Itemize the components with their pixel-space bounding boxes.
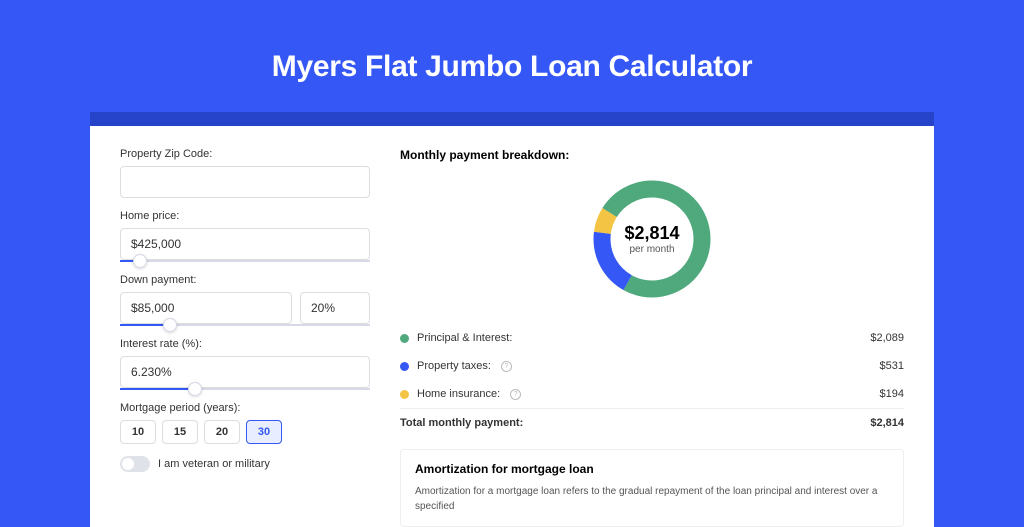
veteran-toggle[interactable] (120, 456, 150, 472)
home-price-group: Home price: (120, 210, 370, 262)
legend-value: $531 (880, 360, 904, 372)
down-payment-label: Down payment: (120, 274, 370, 286)
legend-label: Principal & Interest: (417, 332, 512, 344)
period-button-20[interactable]: 20 (204, 420, 240, 444)
donut-amount: $2,814 (624, 223, 679, 244)
zip-label: Property Zip Code: (120, 148, 370, 160)
legend-label: Home insurance: (417, 388, 500, 400)
interest-rate-group: Interest rate (%): (120, 338, 370, 390)
breakdown-column: Monthly payment breakdown: $2,814 per mo… (400, 148, 904, 527)
info-icon[interactable]: ? (510, 389, 521, 400)
zip-group: Property Zip Code: (120, 148, 370, 198)
home-price-label: Home price: (120, 210, 370, 222)
interest-rate-input[interactable] (120, 356, 370, 388)
period-button-15[interactable]: 15 (162, 420, 198, 444)
veteran-label: I am veteran or military (158, 458, 270, 470)
home-price-slider[interactable] (120, 260, 370, 262)
amortization-box: Amortization for mortgage loan Amortizat… (400, 449, 904, 527)
toggle-knob (122, 458, 134, 470)
amortization-text: Amortization for a mortgage loan refers … (415, 484, 889, 514)
legend-row: Property taxes:? $531 (400, 352, 904, 380)
legend-value: $2,089 (870, 332, 904, 344)
donut-sub: per month (629, 244, 674, 255)
info-icon[interactable]: ? (501, 361, 512, 372)
zip-input[interactable] (120, 166, 370, 198)
slider-handle[interactable] (188, 382, 202, 396)
period-button-10[interactable]: 10 (120, 420, 156, 444)
legend-dot (400, 362, 409, 371)
home-price-input[interactable] (120, 228, 370, 260)
down-payment-group: Down payment: (120, 274, 370, 326)
legend-row: Home insurance:? $194 (400, 380, 904, 408)
period-button-30[interactable]: 30 (246, 420, 282, 444)
inputs-column: Property Zip Code: Home price: Down paym… (120, 148, 370, 527)
slider-handle[interactable] (163, 318, 177, 332)
legend-value: $194 (880, 388, 904, 400)
period-group: Mortgage period (years): 10152030 (120, 402, 370, 444)
down-payment-slider[interactable] (120, 324, 370, 326)
legend-label: Property taxes: (417, 360, 491, 372)
down-payment-percent-input[interactable] (300, 292, 370, 324)
breakdown-title: Monthly payment breakdown: (400, 148, 904, 162)
down-payment-input[interactable] (120, 292, 292, 324)
total-label: Total monthly payment: (400, 417, 523, 429)
amortization-title: Amortization for mortgage loan (415, 462, 889, 476)
legend-dot (400, 334, 409, 343)
donut-chart: $2,814 per month (587, 174, 717, 304)
veteran-row: I am veteran or military (120, 456, 370, 472)
calculator-card: Property Zip Code: Home price: Down paym… (90, 126, 934, 527)
donut-wrap: $2,814 per month (400, 174, 904, 304)
legend-total-row: Total monthly payment: $2,814 (400, 408, 904, 437)
page-title: Myers Flat Jumbo Loan Calculator (90, 50, 934, 84)
banner-strip (90, 112, 934, 126)
total-value: $2,814 (870, 417, 904, 429)
interest-rate-slider[interactable] (120, 388, 370, 390)
period-label: Mortgage period (years): (120, 402, 370, 414)
legend-row: Principal & Interest: $2,089 (400, 324, 904, 352)
slider-handle[interactable] (133, 254, 147, 268)
donut-center: $2,814 per month (587, 174, 717, 304)
interest-rate-label: Interest rate (%): (120, 338, 370, 350)
legend-dot (400, 390, 409, 399)
